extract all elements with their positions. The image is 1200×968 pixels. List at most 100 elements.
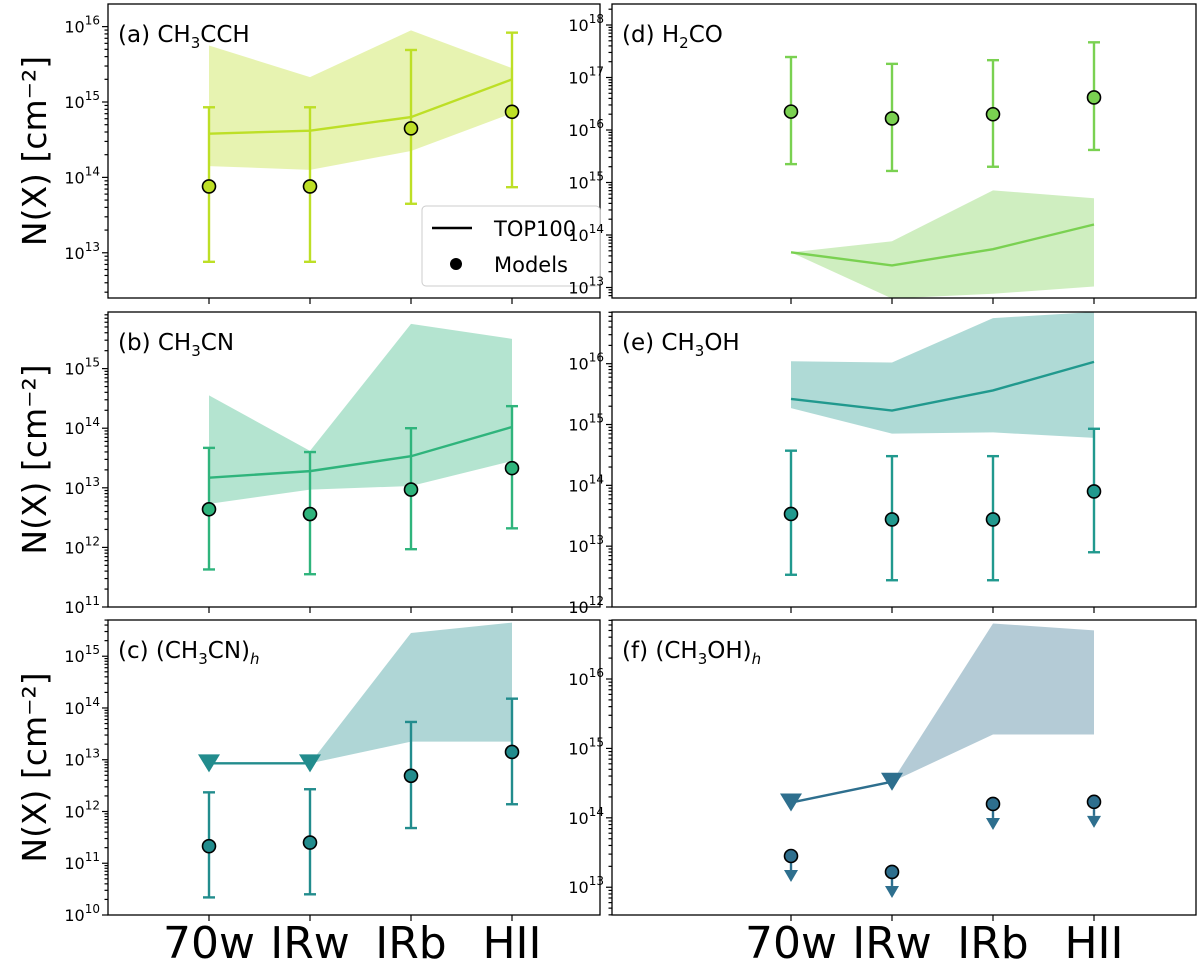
y-axis-label-b: N(X) [cm⁻²] [15, 364, 54, 554]
model-arrow-head-f-3 [1087, 815, 1101, 828]
y-tick-label-c-11: 1011 [64, 850, 100, 873]
panel-f: 1013 1014 1015 1016 (f) (CH3OH)h 70w IRw IRb HII [568, 619, 1197, 968]
panel-title-e: (e) CH3OH [622, 330, 740, 360]
top100-median-a [208, 78, 513, 135]
panel-frame-e [611, 311, 1197, 608]
panel-frame-a [107, 3, 601, 299]
top100-range-a [209, 30, 512, 170]
top100-median-e [790, 360, 1095, 412]
y-tick-label-e-15: 1015 [568, 412, 604, 435]
top100-upper-limit-c-1 [299, 754, 321, 773]
y-tick-label-a-13: 1013 [64, 240, 100, 263]
model-point-c-2 [403, 768, 419, 784]
model-point-d-0 [783, 104, 799, 119]
y-tick-label-b-15: 1015 [64, 356, 100, 379]
model-point-b-0 [201, 501, 217, 517]
y-tick-label-e-14: 1014 [568, 472, 604, 495]
legend-box [421, 205, 601, 287]
x-category-label-c-2: IRb [375, 918, 446, 968]
panel-a: 1013 1014 1015 1016 (a) CH3CCH N(X) [cm⁻²] TOP… [15, 3, 601, 304]
x-category-label-f-0: 70w [745, 918, 837, 968]
y-tick-label-d-14: 1014 [568, 222, 604, 245]
x-category-label-f-3: HII [1064, 918, 1123, 968]
legend-label-models: Models [494, 253, 568, 277]
top100-upper-limit-f-1 [881, 772, 903, 791]
panel-title-c: (c) (CH3CN)h [118, 638, 260, 668]
model-arrow-head-f-2 [986, 817, 1000, 830]
model-point-e-3 [1086, 484, 1102, 499]
y-tick-label-e-13: 1013 [568, 533, 604, 556]
y-tick-label-c-13: 1013 [64, 747, 100, 770]
panel-b: 1011 1012 1013 1014 1015 (b) CH3CN N(X) [cm⁻²] [15, 311, 601, 617]
top100-upper-limit-f-0 [780, 793, 802, 812]
y-tick-label-a-15: 1015 [64, 89, 100, 112]
x-category-label-c-1: IRw [270, 918, 350, 968]
model-point-f-3 [1086, 794, 1102, 810]
y-tick-label-e-16: 1016 [568, 351, 604, 374]
model-point-a-2 [403, 121, 419, 136]
panel-title-a: (a) CH3CCH [118, 22, 250, 52]
panel-title-d: (d) H2CO [622, 22, 723, 52]
model-point-c-0 [201, 838, 217, 854]
y-axis-label-a: N(X) [cm⁻²] [15, 56, 54, 246]
model-point-f-2 [985, 796, 1001, 812]
y-tick-label-b-14: 1014 [64, 415, 100, 438]
y-tick-label-c-15: 1015 [64, 643, 100, 666]
y-tick-label-d-13: 1013 [568, 275, 604, 298]
model-point-e-2 [985, 512, 1001, 527]
y-tick-label-c-14: 1014 [64, 695, 100, 718]
y-tick-label-c-10: 1010 [64, 902, 100, 925]
model-point-a-1 [302, 179, 318, 194]
panel-c: 1010 1011 1012 1013 1014 1015 (c) (CH3CN)h N(X)… [15, 619, 601, 968]
panel-title-f: (f) (CH3OH)h [622, 638, 761, 668]
model-point-b-2 [403, 482, 419, 497]
x-category-label-f-2: IRb [957, 918, 1028, 968]
y-tick-label-d-17: 1017 [568, 65, 604, 88]
top100-range-f [892, 623, 1094, 782]
model-point-f-1 [884, 864, 900, 880]
model-point-b-3 [504, 460, 520, 476]
y-axis-label-c: N(X) [cm⁻²] [15, 672, 54, 862]
y-tick-label-e-12: 1012 [568, 594, 604, 617]
y-tick-label-c-12: 1012 [64, 798, 100, 821]
panel-frame-f [611, 619, 1197, 916]
legend-label-top100: TOP100 [493, 217, 576, 241]
x-category-label-c-0: 70w [163, 918, 255, 968]
model-point-d-2 [985, 106, 1001, 122]
top100-range-b [209, 323, 512, 504]
y-tick-label-b-13: 1013 [64, 475, 100, 498]
legend-dot-marker [450, 258, 462, 270]
top100-range-d [791, 190, 1094, 299]
model-point-a-0 [201, 179, 217, 194]
y-tick-label-a-16: 1016 [64, 14, 100, 37]
top100-median-f [790, 780, 893, 804]
y-tick-label-f-13: 1013 [568, 874, 604, 897]
model-arrow-head-f-0 [784, 870, 798, 882]
model-point-b-1 [302, 506, 318, 522]
x-category-label-f-1: IRw [852, 918, 932, 968]
panel-frame-c [107, 619, 601, 916]
top100-range-c [310, 622, 512, 764]
model-point-f-0 [783, 848, 799, 864]
model-point-d-3 [1086, 90, 1102, 105]
model-point-a-3 [504, 104, 520, 120]
y-tick-label-d-18: 1018 [568, 12, 604, 35]
panel-d: 1013 1014 1015 1016 1017 1018 (d) H2CO [568, 3, 1197, 304]
x-category-label-c-3: HII [482, 918, 541, 968]
y-tick-label-b-12: 1012 [64, 534, 100, 557]
model-arrow-head-f-1 [885, 885, 899, 898]
y-tick-label-d-15: 1015 [568, 170, 604, 193]
panel-title-b: (b) CH3CN [118, 330, 234, 360]
model-point-e-1 [884, 512, 900, 527]
top100-median-d [790, 223, 1095, 267]
y-tick-label-f-14: 1014 [568, 805, 604, 828]
legend: TOP100 Models [421, 205, 601, 287]
model-point-c-3 [504, 744, 520, 760]
y-tick-label-a-14: 1014 [64, 164, 100, 187]
top100-upper-limit-c-0 [198, 754, 220, 773]
model-point-e-0 [783, 506, 799, 522]
top100-range-e [791, 312, 1094, 438]
y-tick-label-d-16: 1016 [568, 117, 604, 140]
model-point-c-1 [302, 835, 318, 850]
